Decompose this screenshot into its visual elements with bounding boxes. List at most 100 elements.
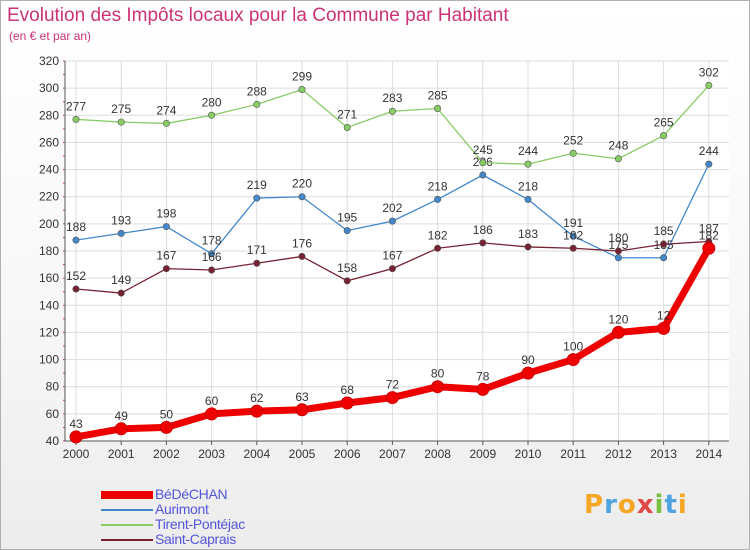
data-point bbox=[117, 229, 125, 237]
y-tick-label: 220 bbox=[39, 190, 59, 204]
data-point bbox=[72, 115, 80, 123]
data-point bbox=[479, 159, 487, 167]
data-point bbox=[614, 254, 622, 262]
data-point bbox=[611, 325, 625, 339]
data-label: 183 bbox=[518, 227, 538, 241]
y-tick-label: 200 bbox=[39, 217, 59, 231]
proxiti-logo: Proxiti bbox=[584, 490, 688, 520]
data-point bbox=[569, 244, 577, 252]
y-tick-label: 280 bbox=[39, 108, 59, 122]
data-label: 185 bbox=[654, 224, 674, 238]
data-point bbox=[524, 243, 532, 251]
data-label: 78 bbox=[476, 369, 490, 383]
y-tick-label: 140 bbox=[39, 298, 59, 312]
data-point bbox=[569, 232, 577, 240]
data-point bbox=[117, 289, 125, 297]
data-label: 274 bbox=[156, 103, 176, 117]
data-point bbox=[660, 240, 668, 248]
data-label: 285 bbox=[428, 89, 448, 103]
data-point bbox=[388, 107, 396, 115]
data-point bbox=[614, 247, 622, 255]
x-tick-label: 2007 bbox=[379, 447, 406, 461]
data-label: 302 bbox=[699, 65, 719, 79]
data-point bbox=[434, 244, 442, 252]
data-label: 152 bbox=[66, 269, 86, 283]
y-tick-label: 80 bbox=[46, 380, 60, 394]
data-point bbox=[343, 277, 351, 285]
y-tick-label: 60 bbox=[46, 407, 60, 421]
y-tick-label: 40 bbox=[46, 434, 60, 448]
data-label: 283 bbox=[382, 91, 402, 105]
legend-label: BéDéCHAN bbox=[155, 486, 228, 502]
data-label: 43 bbox=[69, 417, 83, 431]
y-tick-label: 260 bbox=[39, 135, 59, 149]
data-point bbox=[476, 382, 490, 396]
data-label: 178 bbox=[202, 234, 222, 248]
legend-label: Saint-Caprais bbox=[155, 531, 236, 547]
data-label: 245 bbox=[473, 143, 493, 157]
data-label: 252 bbox=[563, 133, 583, 147]
data-point bbox=[162, 265, 170, 273]
data-label: 100 bbox=[563, 340, 583, 354]
data-point bbox=[298, 252, 306, 260]
data-label: 62 bbox=[250, 391, 264, 405]
data-label: 193 bbox=[111, 213, 131, 227]
data-point bbox=[162, 119, 170, 127]
data-label: 171 bbox=[247, 243, 267, 257]
data-point bbox=[434, 105, 442, 113]
x-tick-label: 2008 bbox=[424, 447, 451, 461]
data-point bbox=[295, 403, 309, 417]
data-point bbox=[702, 241, 716, 255]
data-point bbox=[343, 227, 351, 235]
data-point bbox=[208, 250, 216, 258]
data-label: 186 bbox=[473, 223, 493, 237]
data-point bbox=[69, 430, 83, 444]
data-label: 63 bbox=[295, 390, 309, 404]
data-point bbox=[524, 160, 532, 168]
legend-label: Aurimont bbox=[155, 501, 209, 517]
data-label: 167 bbox=[156, 249, 176, 263]
y-tick-label: 180 bbox=[39, 244, 59, 258]
data-label: 68 bbox=[341, 383, 355, 397]
data-label: 271 bbox=[337, 108, 357, 122]
data-point bbox=[340, 396, 354, 410]
data-label: 80 bbox=[431, 367, 445, 381]
data-point bbox=[521, 366, 535, 380]
data-point bbox=[162, 223, 170, 231]
data-point bbox=[660, 132, 668, 140]
data-point bbox=[114, 422, 128, 436]
data-label: 12 bbox=[657, 308, 671, 322]
data-label: 244 bbox=[518, 144, 538, 158]
x-tick-label: 2012 bbox=[605, 447, 632, 461]
data-point bbox=[117, 118, 125, 126]
data-point bbox=[205, 407, 219, 421]
data-label: 180 bbox=[608, 231, 628, 245]
legend-swatch bbox=[101, 509, 153, 511]
x-tick-label: 2009 bbox=[469, 447, 496, 461]
data-label: 202 bbox=[382, 201, 402, 215]
data-label: 60 bbox=[205, 394, 219, 408]
data-point bbox=[705, 81, 713, 89]
data-label: 265 bbox=[654, 116, 674, 130]
data-label: 167 bbox=[382, 249, 402, 263]
data-label: 198 bbox=[156, 207, 176, 221]
data-label: 72 bbox=[386, 378, 400, 392]
data-point bbox=[298, 86, 306, 94]
data-label: 277 bbox=[66, 99, 86, 113]
y-tick-label: 240 bbox=[39, 163, 59, 177]
data-point bbox=[660, 254, 668, 262]
data-label: 218 bbox=[518, 179, 538, 193]
data-label: 50 bbox=[160, 407, 174, 421]
x-tick-label: 2011 bbox=[560, 447, 586, 461]
data-point bbox=[524, 195, 532, 203]
data-point bbox=[72, 236, 80, 244]
chart-title: Evolution des Impôts locaux pour la Comm… bbox=[7, 5, 509, 26]
data-point bbox=[385, 391, 399, 405]
x-tick-label: 2003 bbox=[198, 447, 225, 461]
data-label: 195 bbox=[337, 211, 357, 225]
data-label: 280 bbox=[202, 95, 222, 109]
data-point bbox=[569, 149, 577, 157]
data-label: 188 bbox=[66, 220, 86, 234]
data-label: 220 bbox=[292, 177, 312, 191]
